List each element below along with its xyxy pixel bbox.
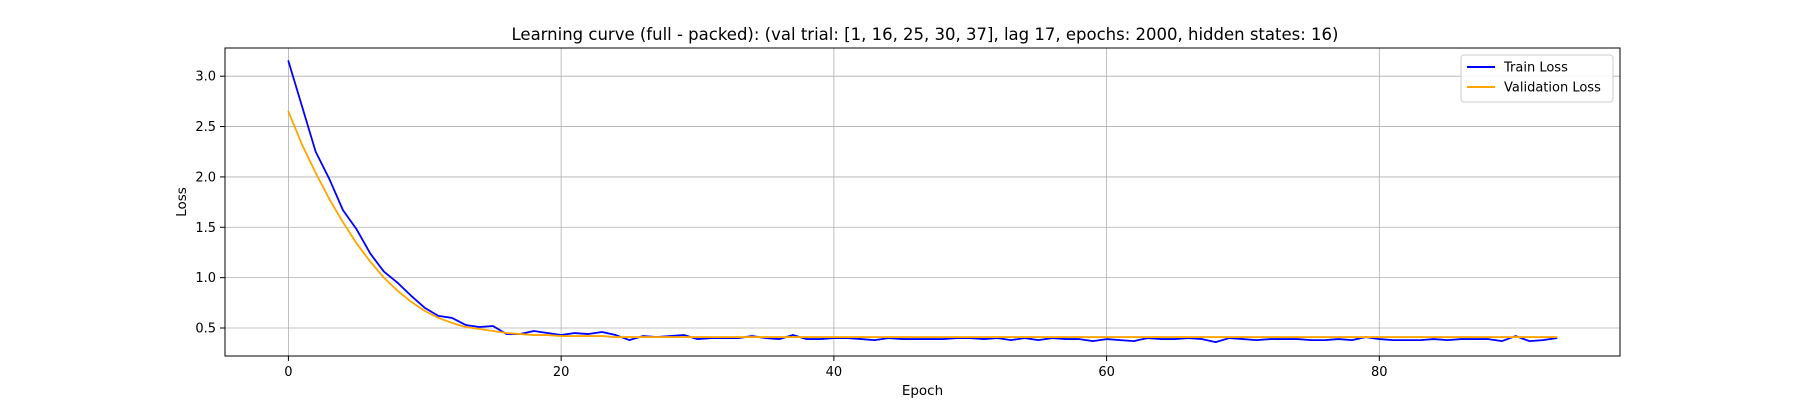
- legend: Train Loss Validation Loss: [1460, 54, 1614, 103]
- legend-train-loss-label: Train Loss: [1503, 61, 1568, 76]
- chart-title: Learning curve (full - packed): (val tri…: [512, 25, 1339, 44]
- x-tick-label: 60: [1098, 365, 1115, 380]
- legend-box: [1460, 54, 1614, 103]
- y-tick-label: 2.0: [195, 170, 216, 185]
- grid-lines: [225, 48, 1620, 356]
- y-tick-label: 3.0: [195, 70, 216, 85]
- axis-ticks: 0 20 40 60 80 0.5 1.0 1.5 2.0 2.5 3.0: [195, 70, 1387, 380]
- y-tick-label: 1.5: [195, 221, 216, 236]
- x-tick-label: 20: [553, 365, 570, 380]
- x-tick-label: 80: [1371, 365, 1388, 380]
- x-tick-label: 0: [284, 365, 292, 380]
- x-axis-label: Epoch: [902, 383, 943, 399]
- y-axis-label: Loss: [174, 187, 190, 217]
- y-tick-label: 0.5: [195, 322, 216, 337]
- x-tick-label: 40: [826, 365, 843, 380]
- legend-validation-loss-label: Validation Loss: [1504, 81, 1601, 96]
- y-tick-label: 2.5: [195, 120, 216, 135]
- series-lines: [287, 60, 1558, 344]
- plot-frame: [224, 47, 1621, 357]
- validation-loss-line: [287, 110, 1558, 338]
- train-loss-line: [287, 60, 1558, 344]
- y-tick-label: 1.0: [195, 271, 216, 286]
